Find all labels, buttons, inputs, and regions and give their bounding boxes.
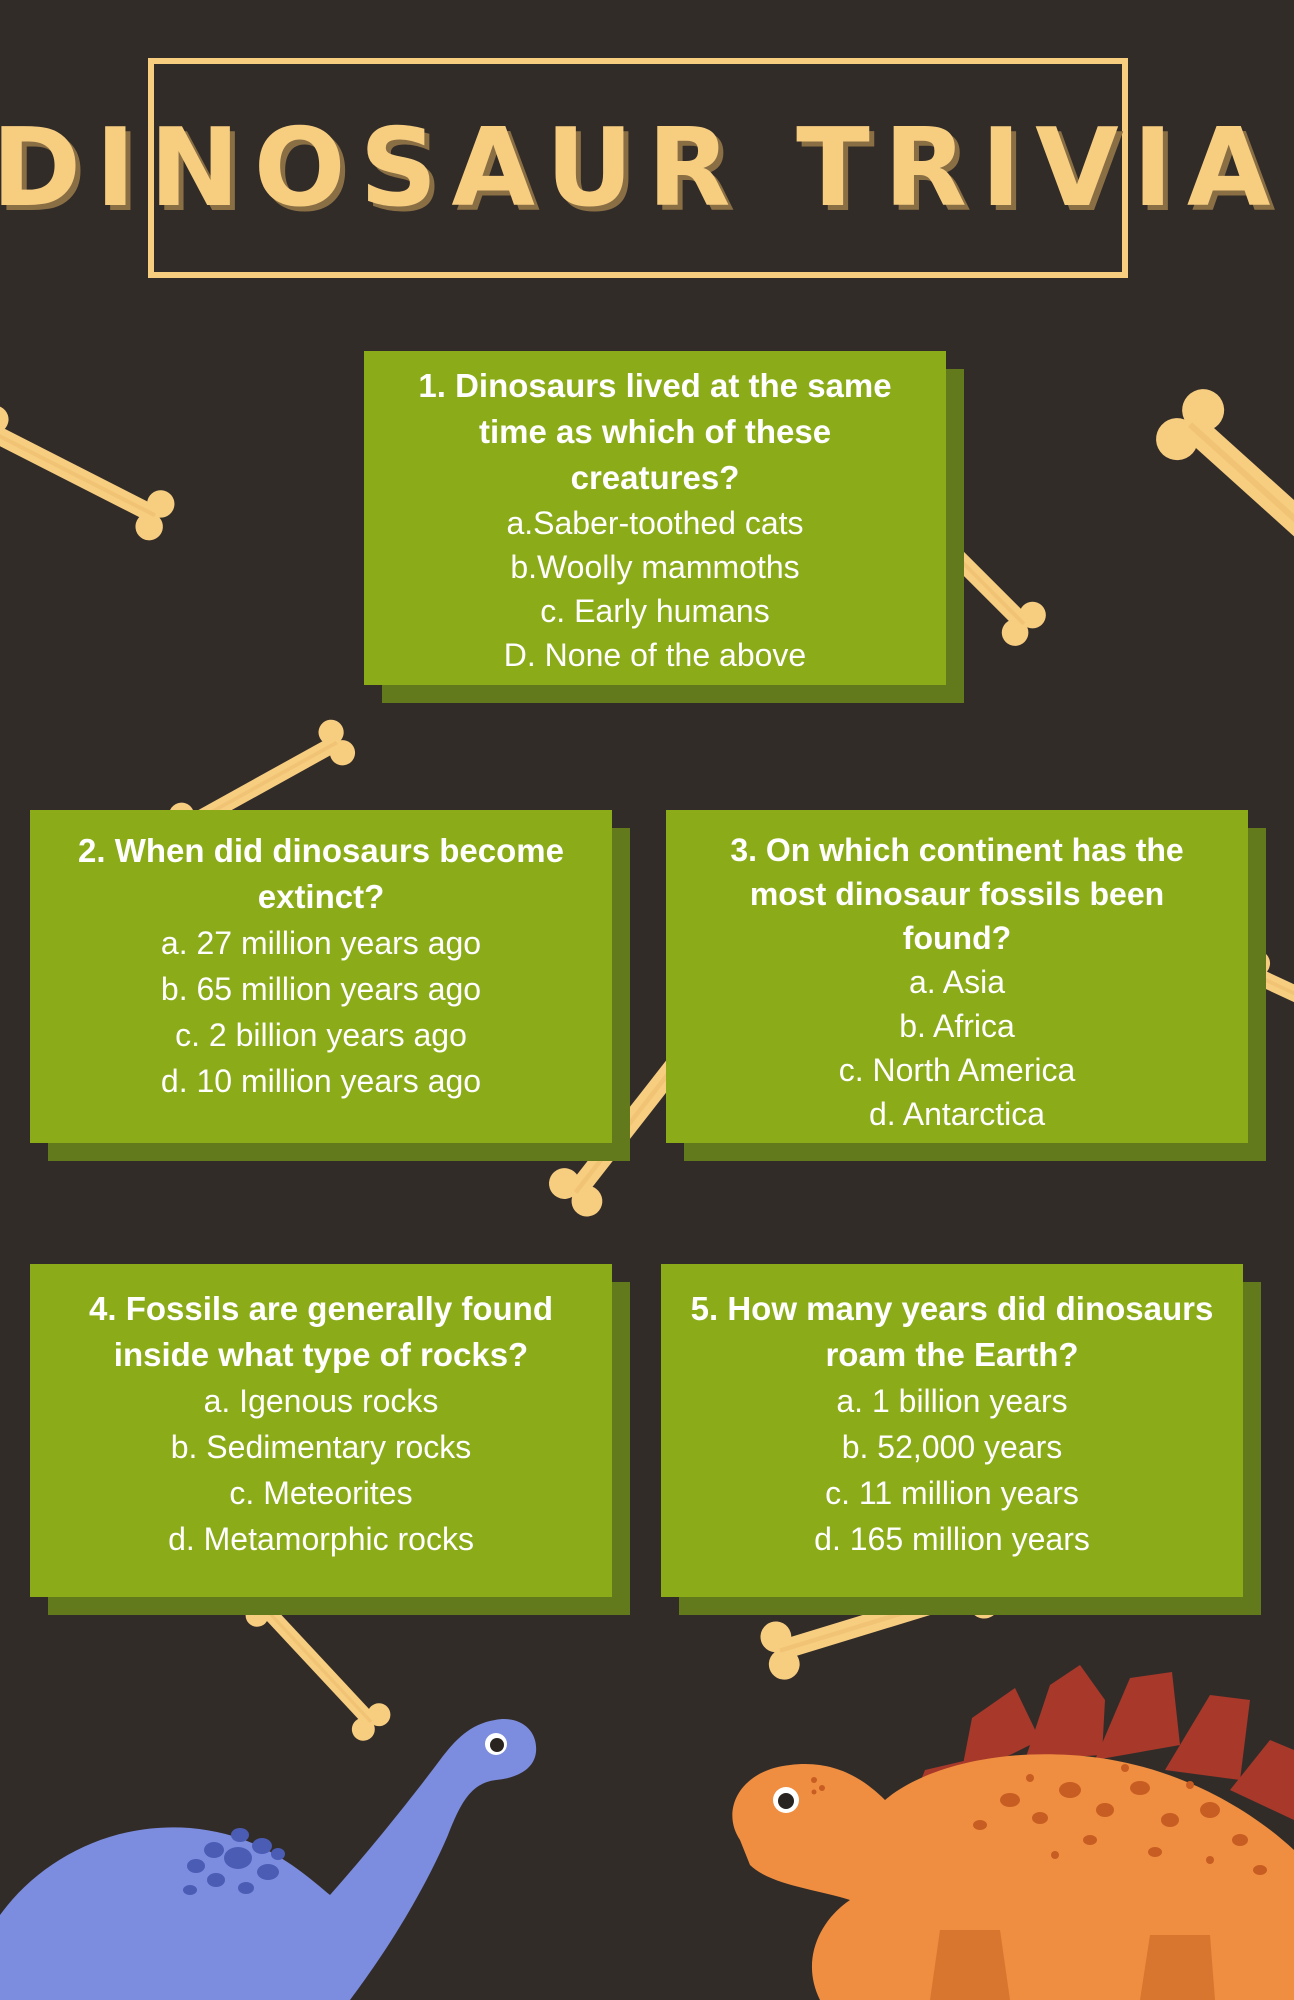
answer-option: c. 11 million years [825,1475,1079,1511]
question-card-4: 4. Fossils are generally found inside wh… [30,1264,630,1615]
title-frame: DINOSAUR TRIVIA [0,58,1285,278]
question-card-5: 5. How many years did dinosaurs roam the… [661,1264,1261,1615]
answer-option: b. Sedimentary rocks [170,1429,472,1465]
answer-option: a.Saber-toothed cats [506,505,804,541]
answer-option: c. Early humans [540,593,770,629]
answer-option: a. 1 billion years [836,1383,1068,1419]
answer-option: d. Metamorphic rocks [168,1521,474,1557]
blue-dinosaur-icon [0,1719,537,2000]
bone-icon [0,400,180,546]
answer-option: d. 10 million years ago [160,1063,482,1099]
question-card-2: 2. When did dinosaurs become extinct? a.… [30,810,630,1161]
answer-option: c. 2 billion years ago [175,1017,467,1053]
question-card-1: 1. Dinosaurs lived at the same time as w… [364,351,964,703]
card-face: 2. When did dinosaurs become extinct? a.… [30,810,612,1143]
question-text: 1. Dinosaurs lived at the same time as w… [418,367,892,496]
card-face: 4. Fossils are generally found inside wh… [30,1264,612,1597]
page-title: DINOSAUR TRIVIA [0,105,1285,231]
answer-option: c. North America [838,1052,1076,1088]
orange-stegosaurus-icon [732,1665,1294,2000]
question-text: 3. On which continent has the most dinos… [730,832,1184,956]
question-text: 2. When did dinosaurs become extinct? [78,832,564,915]
answer-option: d. 165 million years [814,1521,1090,1557]
card-face: 3. On which continent has the most dinos… [666,810,1248,1143]
bone-icon [1147,380,1294,660]
answer-option: b. 52,000 years [841,1429,1063,1465]
question-card-3: 3. On which continent has the most dinos… [666,810,1266,1161]
answer-option: b. Africa [899,1008,1015,1044]
answer-option: c. Meteorites [229,1475,413,1511]
answer-option: a. Asia [908,964,1006,1000]
answer-option: b. 65 million years ago [160,971,482,1007]
card-face: 5. How many years did dinosaurs roam the… [661,1264,1243,1597]
card-face: 1. Dinosaurs lived at the same time as w… [364,351,946,685]
answer-option: D. None of the above [503,637,807,673]
answer-option: a. Igenous rocks [203,1383,439,1419]
answer-option: a. 27 million years ago [160,925,482,961]
question-text: 4. Fossils are generally found inside wh… [89,1290,553,1373]
question-text: 5. How many years did dinosaurs roam the… [690,1290,1214,1373]
answer-option: d. Antarctica [868,1096,1046,1132]
answer-option: b.Woolly mammoths [510,549,800,585]
